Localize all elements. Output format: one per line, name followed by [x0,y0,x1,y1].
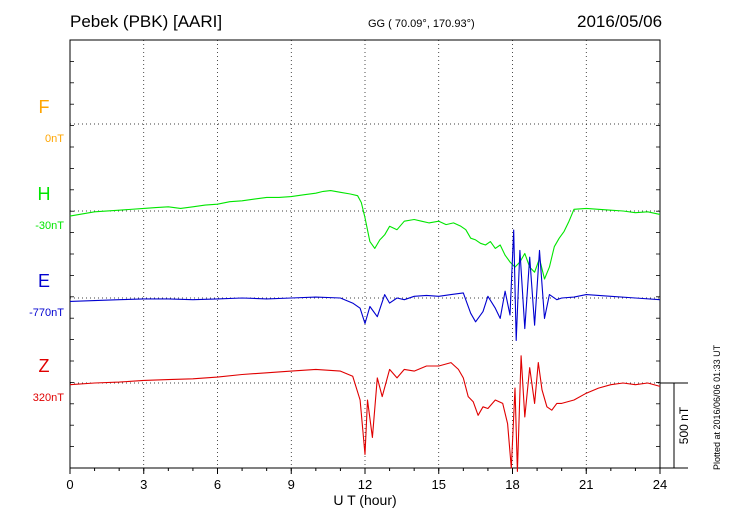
scale-bar-label: 500 nT [677,406,691,444]
channel-baseline-f: 0nT [45,133,64,145]
plotted-timestamp: Plotted at 2016/06/06 01:33 UT [712,344,722,470]
x-tick-label: 12 [358,477,372,492]
channel-baseline-e: -770nT [29,307,64,319]
x-tick-label: 21 [579,477,593,492]
station-title: Pebek (PBK) [AARI] [70,12,223,31]
x-tick-label: 15 [432,477,446,492]
channel-label-f: F [38,97,50,117]
series-z-line [69,355,661,472]
channel-label-e: E [37,271,50,291]
series-e-line [69,229,661,342]
series-h-line [69,190,661,280]
channel-baseline-h: -30nT [35,220,64,232]
x-tick-label: 9 [288,477,295,492]
x-tick-label: 0 [66,477,73,492]
channel-label-h: H [37,184,51,204]
x-axis-label: U T (hour) [333,492,396,508]
x-tick-label: 18 [505,477,519,492]
x-tick-label: 24 [653,477,667,492]
channel-baseline-z: 320nT [32,392,64,404]
chart-date: 2016/05/06 [577,12,663,31]
x-tick-label: 6 [214,477,221,492]
station-coordinates: GG ( 70.09°, 170.93°) [368,18,475,30]
channel-label-z: Z [38,356,50,376]
x-tick-label: 3 [140,477,147,492]
